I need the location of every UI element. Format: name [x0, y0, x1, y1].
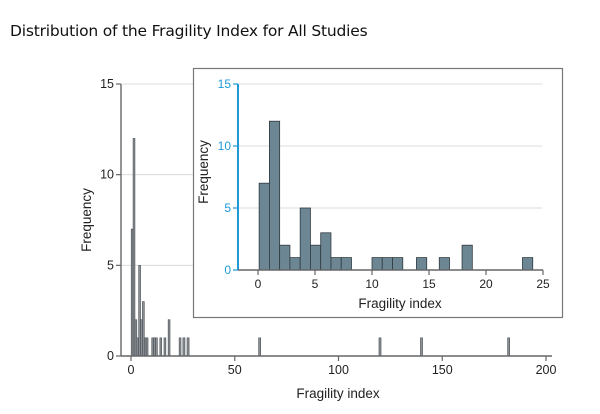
inset-y-tick-label: 15	[218, 77, 232, 91]
main-bar	[145, 337, 149, 357]
main-bar	[378, 337, 382, 357]
main-bar	[163, 337, 167, 357]
inset-x-tick-label: 5	[312, 277, 319, 291]
inset-bar	[381, 257, 393, 271]
main-x-tick-label: 200	[536, 363, 557, 377]
main-x-tick-label: 150	[432, 363, 453, 377]
inset-bar	[330, 257, 342, 271]
inset-bar	[289, 257, 301, 271]
main-y-axis-title: Frequency	[79, 188, 94, 252]
main-bar	[167, 319, 171, 357]
inset-bar	[416, 257, 428, 271]
inset-y-tick-label: 0	[224, 263, 231, 277]
inset-bar	[310, 244, 322, 271]
main-x-axis-title: Fragility index	[296, 386, 380, 401]
main-bar	[182, 337, 186, 357]
inset-gridlines	[239, 83, 542, 209]
inset-x-tick-label: 15	[422, 277, 436, 291]
inset-x-tick-label: 0	[255, 277, 262, 291]
main-bar	[507, 337, 510, 357]
inset-bar	[340, 257, 352, 271]
inset-x-tick-label: 10	[365, 277, 379, 291]
inset-bar	[299, 207, 311, 271]
main-bar	[178, 337, 182, 357]
main-y-tick-label: 5	[107, 258, 114, 272]
inset-bar	[268, 120, 281, 271]
inset-x-tick-label: 20	[479, 277, 493, 291]
main-bar	[420, 337, 423, 357]
inset-bar	[320, 232, 332, 271]
main-x-tick-label: 100	[328, 363, 349, 377]
inset-bar	[522, 257, 534, 271]
chart-title: Distribution of the Fragility Index for …	[10, 22, 368, 40]
inset-bar	[258, 182, 270, 271]
main-x-tick-label: 0	[128, 363, 135, 377]
inset-bar	[279, 244, 291, 271]
main-bar	[155, 337, 158, 357]
main-y-tick-label: 15	[100, 77, 114, 91]
inset-frame	[192, 67, 564, 319]
inset-y-axis-title: Frequency	[196, 140, 211, 204]
inset-bar	[392, 257, 404, 271]
inset-y-tick-label: 5	[224, 201, 231, 215]
inset-bar	[371, 257, 383, 271]
main-x-tick-label: 50	[228, 363, 242, 377]
main-bar	[186, 337, 190, 357]
inset-axes: 0 5 10 15 0 5 10 15 20 25	[218, 77, 550, 291]
inset-x-axis-title: Fragility index	[358, 296, 442, 311]
inset-x-tick-label: 25	[536, 277, 550, 291]
inset-bar	[461, 244, 473, 271]
main-bar	[159, 337, 163, 357]
inset-bar	[438, 257, 450, 271]
main-y-tick-label: 0	[107, 349, 114, 363]
main-bar	[258, 337, 261, 357]
inset-y-tick-label: 10	[218, 139, 232, 153]
inset-bars	[258, 120, 534, 271]
main-y-tick-label: 10	[100, 168, 114, 182]
